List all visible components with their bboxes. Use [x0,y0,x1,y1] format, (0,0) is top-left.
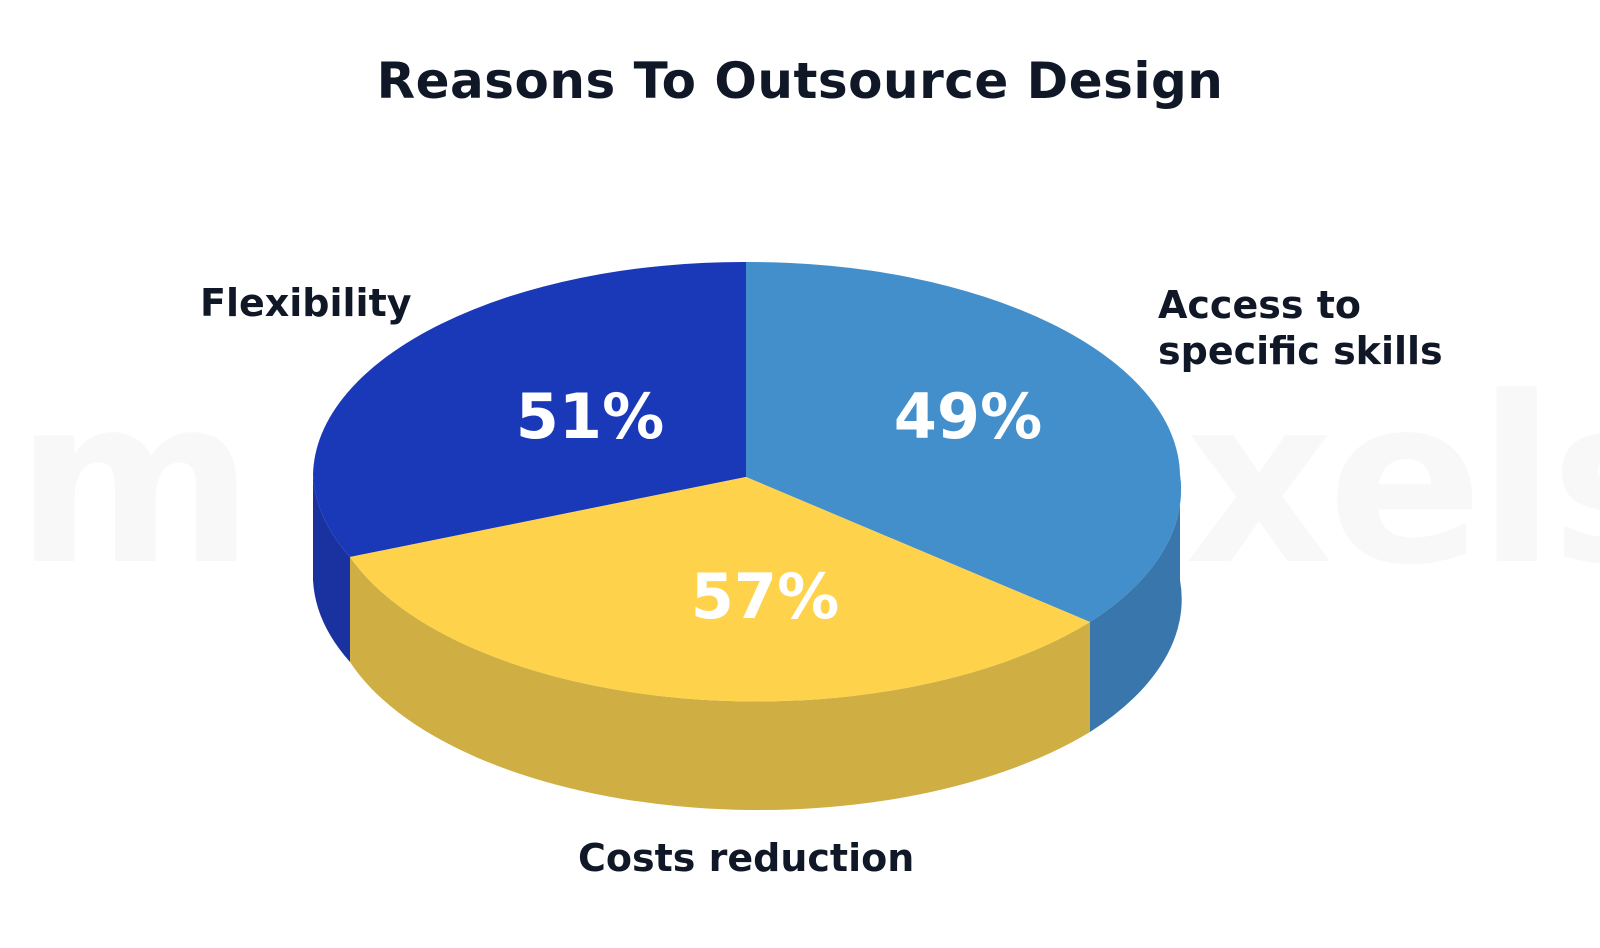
slice-access[interactable] [746,261,1182,622]
watermark-left: m [15,349,255,616]
chart-title: Reasons To Outsource Design [376,52,1224,110]
category-label-flexibility: Flexibility [200,281,412,325]
slice-flexibility[interactable] [313,261,746,557]
side-costs [350,557,1090,811]
slice-costs[interactable] [350,477,1090,702]
value-label-flexibility: 51% [516,380,664,453]
watermark-right: xels [1185,349,1600,616]
side-access [1090,475,1182,732]
value-label-access: 49% [894,380,1042,453]
side-flexibility [313,475,350,662]
category-label-access: Access to specific skills [1158,282,1443,374]
value-label-costs: 57% [691,560,839,633]
category-label-access-line2: specific skills [1158,329,1443,373]
category-label-access-line1: Access to [1158,283,1361,327]
category-label-costs: Costs reduction [578,836,915,880]
